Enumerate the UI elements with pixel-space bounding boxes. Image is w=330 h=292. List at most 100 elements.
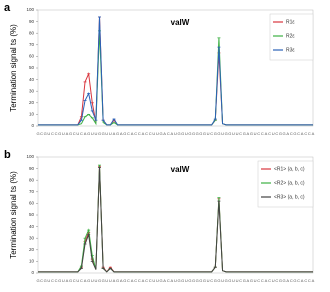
- x-tick-label: C: [268, 278, 271, 283]
- x-tick-label: U: [109, 278, 112, 283]
- y-tick-label: 90: [29, 166, 35, 171]
- x-tick-label: G: [69, 131, 72, 136]
- panel-label: b: [4, 149, 11, 161]
- x-tick-label: A: [301, 278, 304, 283]
- x-tick-label: U: [152, 131, 155, 136]
- y-tick-label: 10: [29, 112, 35, 117]
- x-tick-label: G: [58, 131, 61, 136]
- y-tick-label: 100: [26, 7, 34, 12]
- x-tick-label: G: [279, 131, 282, 136]
- x-tick-label: C: [149, 278, 152, 283]
- x-tick-label: U: [156, 131, 159, 136]
- y-tick-label: 50: [29, 212, 35, 217]
- legend-label: R1ε: [286, 19, 295, 25]
- x-tick-label: C: [138, 131, 141, 136]
- x-tick-label: U: [109, 131, 112, 136]
- x-tick-label: C: [290, 278, 293, 283]
- x-tick-label: C: [73, 131, 76, 136]
- x-tick-label: U: [62, 131, 65, 136]
- x-tick-label: G: [69, 278, 72, 283]
- x-tick-label: G: [196, 131, 199, 136]
- x-tick-label: C: [297, 131, 300, 136]
- x-tick-label: C: [51, 131, 54, 136]
- x-tick-label: U: [91, 278, 94, 283]
- x-tick-label: U: [272, 278, 275, 283]
- x-tick-label: U: [47, 131, 50, 136]
- x-tick-label: G: [279, 278, 282, 283]
- x-tick-label: G: [44, 131, 47, 136]
- x-tick-label: U: [62, 278, 65, 283]
- x-tick-label: G: [243, 131, 246, 136]
- x-tick-label: G: [250, 131, 253, 136]
- y-tick-label: 0: [31, 270, 34, 275]
- x-tick-label: C: [138, 278, 141, 283]
- x-tick-label: A: [301, 131, 304, 136]
- x-tick-label: C: [308, 131, 311, 136]
- x-tick-label: U: [76, 131, 79, 136]
- x-tick-label: G: [159, 131, 162, 136]
- x-tick-label: A: [142, 278, 145, 283]
- y-tick-label: 70: [29, 189, 35, 194]
- x-tick-label: C: [134, 131, 137, 136]
- x-tick-label: G: [123, 278, 126, 283]
- x-tick-label: G: [192, 131, 195, 136]
- x-tick-label: A: [84, 131, 87, 136]
- y-tick-label: 100: [26, 154, 34, 159]
- x-tick-label: U: [94, 131, 97, 136]
- x-tick-label: G: [225, 278, 228, 283]
- x-tick-label: G: [58, 278, 61, 283]
- x-tick-label: A: [171, 131, 174, 136]
- x-tick-label: C: [210, 278, 213, 283]
- y-tick-label: 70: [29, 42, 35, 47]
- x-tick-label: G: [293, 278, 296, 283]
- y-tick-label: 20: [29, 247, 35, 252]
- y-tick-label: 20: [29, 100, 35, 105]
- x-tick-label: G: [250, 278, 253, 283]
- x-tick-label: G: [192, 278, 195, 283]
- x-tick-label: C: [275, 278, 278, 283]
- x-tick-label: C: [290, 131, 293, 136]
- x-tick-label: C: [145, 278, 148, 283]
- y-tick-label: 80: [29, 30, 35, 35]
- x-tick-label: C: [257, 131, 260, 136]
- y-axis-label: Termination signal ts (%): [9, 24, 18, 112]
- x-tick-label: A: [163, 278, 166, 283]
- x-tick-label: G: [178, 131, 181, 136]
- x-tick-label: G: [181, 131, 184, 136]
- x-tick-label: C: [55, 278, 58, 283]
- chart-title: valW: [171, 18, 190, 27]
- legend-label: <R2> (a, b, c): [274, 180, 305, 186]
- x-tick-label: C: [210, 131, 213, 136]
- x-tick-label: C: [167, 131, 170, 136]
- panel-label: a: [4, 2, 11, 14]
- x-tick-label: A: [163, 131, 166, 136]
- x-tick-label: U: [272, 131, 275, 136]
- x-tick-label: C: [257, 278, 260, 283]
- x-tick-label: A: [120, 278, 123, 283]
- x-tick-label: G: [36, 131, 39, 136]
- x-tick-label: C: [55, 131, 58, 136]
- x-tick-label: A: [131, 278, 134, 283]
- x-tick-label: C: [127, 131, 130, 136]
- x-tick-label: G: [98, 278, 101, 283]
- x-tick-label: U: [236, 131, 239, 136]
- x-tick-label: G: [36, 278, 39, 283]
- chart-title: valW: [171, 165, 190, 174]
- x-tick-label: A: [84, 278, 87, 283]
- x-tick-label: G: [228, 131, 231, 136]
- x-tick-label: C: [308, 278, 311, 283]
- y-tick-label: 40: [29, 77, 35, 82]
- x-tick-label: G: [293, 131, 296, 136]
- x-tick-label: G: [98, 131, 101, 136]
- x-tick-label: G: [243, 278, 246, 283]
- x-tick-label: G: [217, 278, 220, 283]
- x-tick-label: U: [174, 131, 177, 136]
- x-tick-label: U: [221, 131, 224, 136]
- x-tick-label: C: [275, 131, 278, 136]
- x-tick-label: G: [102, 131, 105, 136]
- x-tick-label: U: [207, 131, 210, 136]
- x-tick-label: G: [214, 278, 217, 283]
- x-tick-label: G: [178, 278, 181, 283]
- x-tick-label: C: [268, 131, 271, 136]
